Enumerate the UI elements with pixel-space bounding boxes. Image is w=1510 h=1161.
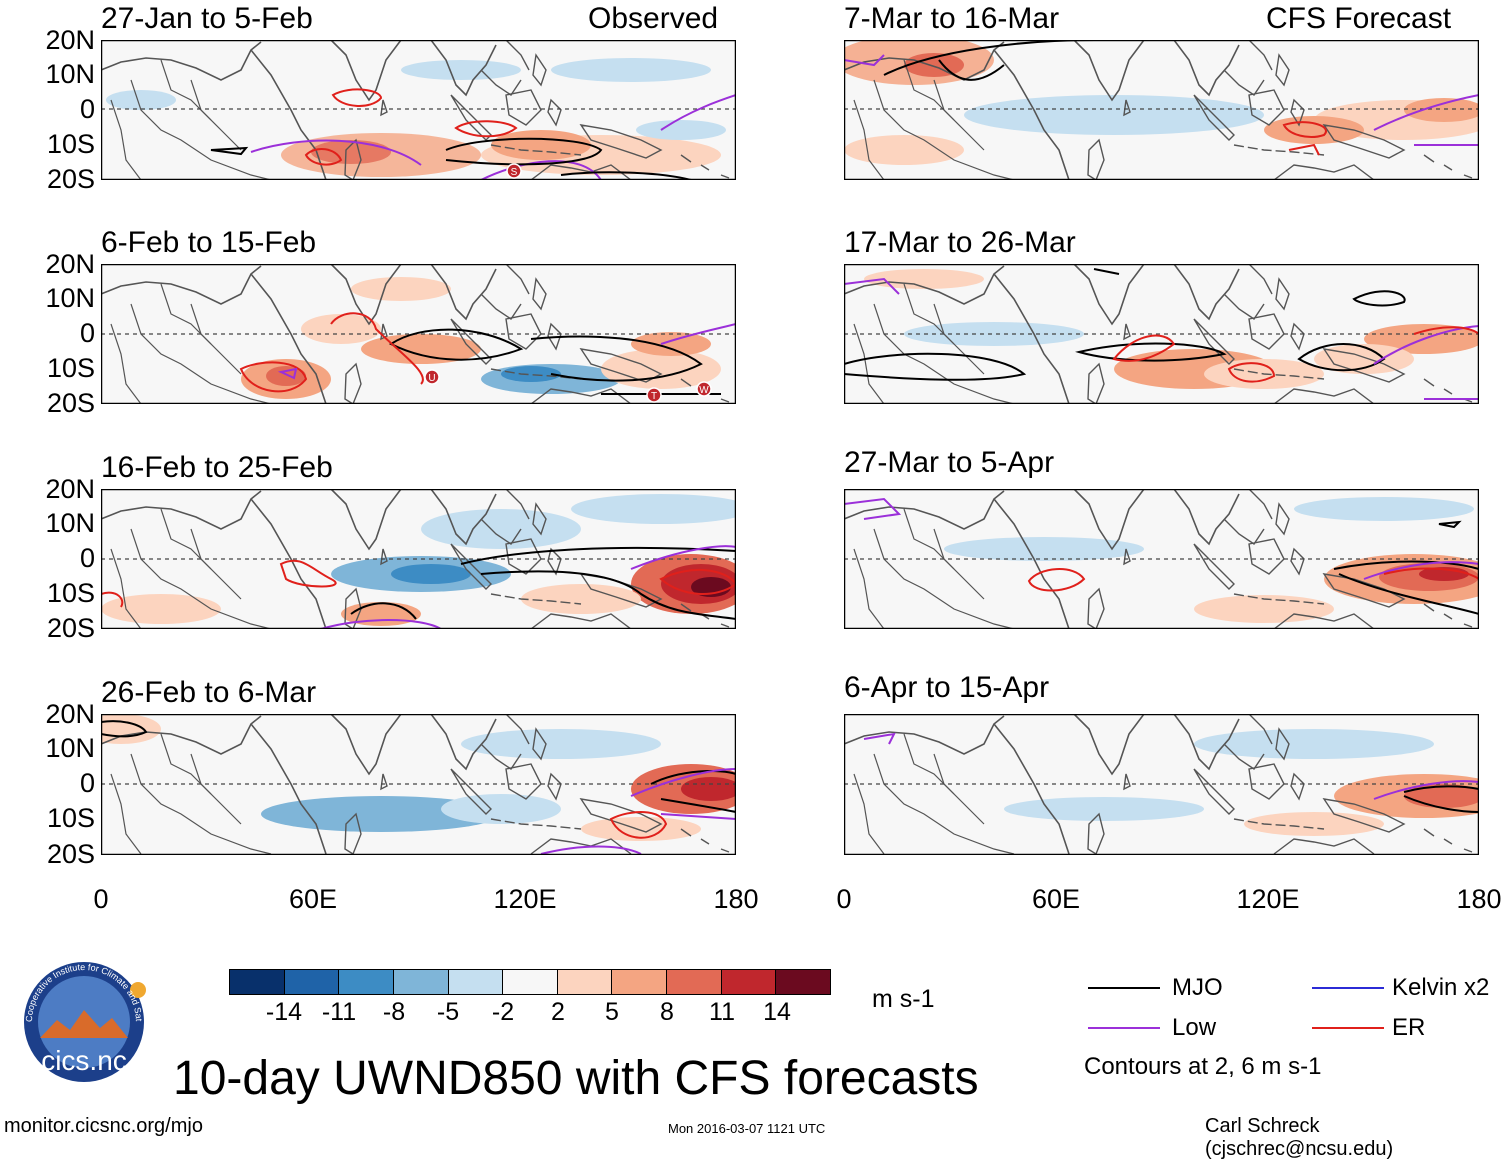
lat-label: 10S	[46, 803, 95, 833]
storm-marker-icon	[646, 387, 662, 403]
panel-title: 27-Mar to 5-Apr	[844, 446, 1055, 479]
colorbar-swatch	[611, 970, 667, 994]
colorbar-swatch	[447, 970, 503, 994]
units-label: m s-1	[872, 985, 935, 1013]
lat-label: 10S	[46, 578, 95, 608]
lat-label: 20S	[46, 388, 95, 418]
lat-label: 10S	[46, 353, 95, 383]
lon-label: 120E	[493, 884, 557, 914]
lon-label: 120E	[1236, 884, 1300, 914]
lat-label: 0	[79, 318, 95, 348]
author-credit: Carl Schreck (cjschrec@ncsu.edu)	[1205, 1115, 1394, 1160]
lat-label: 10S	[46, 129, 95, 159]
legend-label: Kelvin x2	[1392, 974, 1490, 1001]
svg-text:cics.nc: cics.nc	[41, 1045, 127, 1076]
cics-logo: cics.nc Cooperative Institute for Climat…	[12, 960, 146, 1082]
lat-label: 0	[79, 94, 95, 124]
map-panel-5	[844, 40, 1479, 180]
observed-header: Observed	[588, 2, 719, 35]
source-url: monitor.cicsnc.org/mjo	[4, 1115, 203, 1137]
panel-title: 27-Jan to 5-Feb	[101, 2, 313, 35]
lon-label: 0	[93, 884, 109, 914]
colorbar-swatch	[338, 970, 393, 994]
svg-text:T: T	[651, 391, 657, 402]
panel-title: 6-Apr to 15-Apr	[844, 671, 1050, 704]
legend-swatch-er	[1312, 1027, 1384, 1029]
lat-label: 20N	[45, 474, 95, 504]
lat-label: 20S	[46, 613, 95, 643]
svg-text:W: W	[699, 385, 709, 396]
legend-swatch-mjo	[1088, 987, 1160, 989]
legend-swatch-low	[1088, 1027, 1160, 1029]
svg-text:U: U	[428, 373, 435, 384]
legend-label: Low	[1172, 1014, 1217, 1041]
panel-title: 26-Feb to 6-Mar	[101, 676, 317, 709]
lon-label: 180	[1456, 884, 1502, 914]
svg-text:S: S	[511, 167, 518, 178]
storm-marker-icon	[506, 163, 522, 179]
storm-marker-icon	[424, 369, 440, 385]
legend-label: ER	[1392, 1014, 1426, 1041]
panel-title: 7-Mar to 16-Mar	[844, 2, 1060, 35]
colorbar-swatch	[283, 970, 339, 994]
map-panel-7	[844, 489, 1479, 629]
lat-label: 20N	[45, 25, 95, 55]
colorbar-labels: -14 -11 -8 -5 -2 2 5 8 11 14	[265, 998, 791, 1026]
colorbar-swatch	[720, 970, 776, 994]
lat-label: 10N	[45, 733, 95, 763]
lon-label: 0	[836, 884, 852, 914]
storm-marker-icon	[696, 381, 712, 397]
lat-label: 10N	[45, 508, 95, 538]
colorbar-swatch	[775, 970, 831, 994]
lon-label: 60E	[288, 884, 338, 914]
lon-label: 60E	[1031, 884, 1081, 914]
lat-label: 20S	[46, 164, 95, 194]
colorbar-swatch	[556, 970, 612, 994]
panel-title: 6-Feb to 15-Feb	[101, 226, 317, 259]
lat-label: 10N	[45, 283, 95, 313]
lat-label: 20N	[45, 249, 95, 279]
forecast-header: CFS Forecast	[1266, 2, 1452, 35]
colorbar-swatch	[230, 970, 284, 994]
contour-note: Contours at 2, 6 m s-1	[1084, 1053, 1322, 1080]
map-panel-8	[844, 714, 1479, 855]
map-panel-3	[101, 489, 736, 629]
figure-title: 10-day UWND850 with CFS forecasts	[173, 1052, 979, 1105]
colorbar-swatch	[666, 970, 721, 994]
map-panel-2: U T W	[101, 264, 736, 404]
legend-swatch-kelvin	[1312, 987, 1384, 989]
legend-label: MJO	[1172, 974, 1223, 1001]
lat-label: 10N	[45, 59, 95, 89]
lon-label: 180	[713, 884, 759, 914]
map-panel-1: S	[101, 40, 736, 180]
lat-label: 0	[79, 768, 95, 798]
colorbar	[229, 969, 831, 995]
colorbar-swatch	[502, 970, 557, 994]
lat-label: 20N	[45, 699, 95, 729]
lat-label: 20S	[46, 839, 95, 869]
map-panel-6	[844, 264, 1479, 404]
lat-label: 0	[79, 543, 95, 573]
timestamp: Mon 2016-03-07 1121 UTC	[668, 1121, 826, 1136]
map-panel-4	[101, 714, 736, 855]
panel-title: 17-Mar to 26-Mar	[844, 226, 1076, 259]
panel-title: 16-Feb to 25-Feb	[101, 451, 333, 484]
colorbar-swatch	[392, 970, 448, 994]
